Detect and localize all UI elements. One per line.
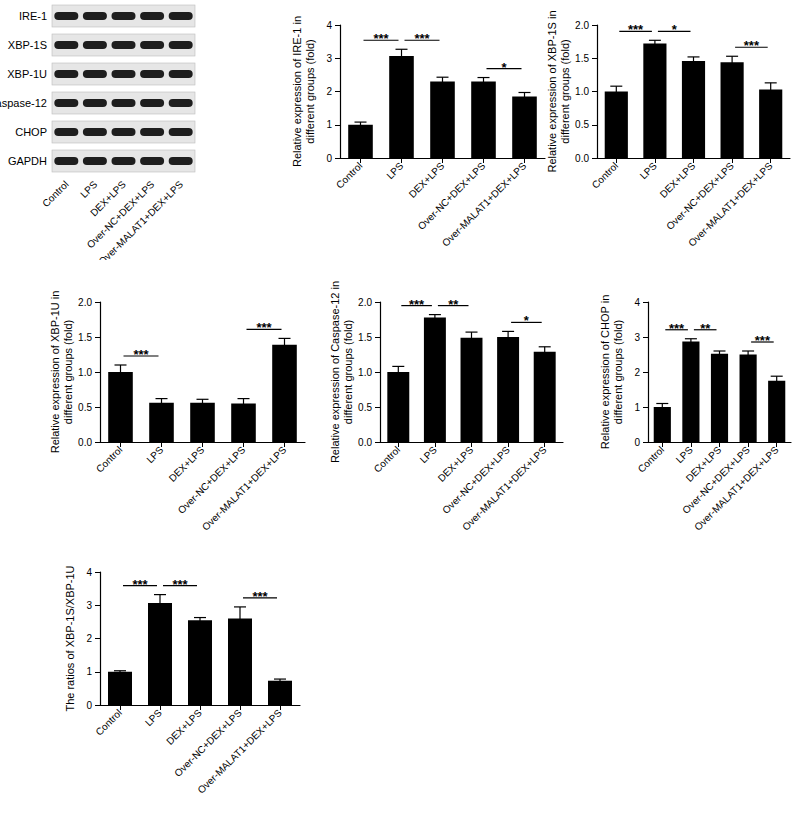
svg-text:***: *** [252, 589, 268, 604]
svg-text:XBP-1S: XBP-1S [8, 39, 47, 51]
svg-text:Relative expression of Caspase: Relative expression of Caspase-12 in [329, 281, 341, 463]
svg-text:Control: Control [372, 444, 403, 475]
svg-text:***: *** [755, 333, 771, 348]
svg-text:different groups (fold): different groups (fold) [559, 39, 571, 143]
svg-text:1.0: 1.0 [575, 86, 589, 97]
svg-text:Control: Control [94, 444, 125, 475]
svg-text:3: 3 [634, 332, 640, 343]
svg-text:0.5: 0.5 [358, 402, 372, 413]
svg-text:**: ** [700, 321, 711, 336]
svg-text:Over-NC+DEX+LPS: Over-NC+DEX+LPS [416, 160, 488, 232]
svg-text:GAPDH: GAPDH [8, 155, 47, 167]
svg-text:4: 4 [634, 297, 640, 308]
svg-text:***: *** [414, 31, 430, 46]
svg-text:0.0: 0.0 [358, 437, 372, 448]
svg-text:DEX+LPS: DEX+LPS [164, 707, 204, 747]
svg-text:LPS: LPS [418, 444, 439, 465]
svg-text:***: *** [669, 321, 685, 336]
svg-text:LPS: LPS [78, 178, 99, 199]
svg-text:The ratios of XBP-1S/XBP-1U: The ratios of XBP-1S/XBP-1U [64, 565, 76, 711]
svg-text:Over-MALAT1+DEX+LPS: Over-MALAT1+DEX+LPS [195, 707, 284, 796]
svg-text:Relative expression of XBP-1U: Relative expression of XBP-1U in [49, 291, 61, 454]
svg-text:2: 2 [86, 633, 92, 644]
svg-text:Relative expression of IRE-1 i: Relative expression of IRE-1 in [291, 16, 303, 167]
svg-text:LPS: LPS [384, 160, 405, 181]
svg-text:***: *** [409, 297, 425, 312]
svg-text:1: 1 [326, 119, 332, 130]
svg-text:0.5: 0.5 [575, 119, 589, 130]
svg-text:3: 3 [86, 600, 92, 611]
svg-text:***: *** [628, 22, 644, 37]
svg-text:LPS: LPS [638, 160, 659, 181]
svg-text:**: ** [448, 297, 459, 312]
svg-text:DEX+LPS: DEX+LPS [658, 160, 698, 200]
svg-text:Over-NC+DEX+LPS: Over-NC+DEX+LPS [176, 444, 248, 516]
svg-text:Over-MALAT1+DEX+LPS: Over-MALAT1+DEX+LPS [460, 444, 549, 533]
svg-text:***: *** [172, 577, 188, 592]
svg-text:LPS: LPS [674, 444, 695, 465]
svg-text:0.0: 0.0 [78, 437, 92, 448]
svg-text:Control: Control [590, 160, 621, 191]
svg-text:2.0: 2.0 [358, 297, 372, 308]
svg-text:***: *** [373, 31, 389, 46]
svg-text:Caspase-12: Caspase-12 [0, 97, 47, 109]
svg-text:Control: Control [40, 179, 71, 210]
svg-text:Over-NC+DEX+LPS: Over-NC+DEX+LPS [680, 444, 752, 516]
svg-text:***: *** [744, 38, 760, 53]
svg-text:different groups (fold): different groups (fold) [612, 320, 624, 424]
svg-text:*: * [672, 22, 678, 37]
svg-text:Over-MALAT1+DEX+LPS: Over-MALAT1+DEX+LPS [692, 444, 781, 533]
svg-text:DEX+LPS: DEX+LPS [167, 444, 207, 484]
svg-text:1.5: 1.5 [575, 53, 589, 64]
svg-text:0: 0 [86, 700, 92, 711]
svg-text:3: 3 [326, 53, 332, 64]
svg-text:Relative expression of CHOP in: Relative expression of CHOP in [599, 295, 611, 449]
svg-text:Over-NC+DEX+LPS: Over-NC+DEX+LPS [85, 178, 157, 250]
svg-text:1.0: 1.0 [78, 367, 92, 378]
svg-text:Over-NC+DEX+LPS: Over-NC+DEX+LPS [440, 444, 512, 516]
svg-text:1.5: 1.5 [78, 332, 92, 343]
svg-text:XBP-1U: XBP-1U [7, 68, 47, 80]
svg-text:Over-NC+DEX+LPS: Over-NC+DEX+LPS [172, 707, 244, 779]
svg-text:CHOP: CHOP [15, 126, 47, 138]
svg-text:Control: Control [636, 444, 667, 475]
svg-text:Over-MALAT1+DEX+LPS: Over-MALAT1+DEX+LPS [440, 160, 529, 249]
svg-text:2.0: 2.0 [78, 297, 92, 308]
svg-text:different groups (fold): different groups (fold) [342, 320, 354, 424]
svg-text:IRE-1: IRE-1 [19, 10, 47, 22]
svg-text:0: 0 [634, 437, 640, 448]
svg-text:Over-MALAT1+DEX+LPS: Over-MALAT1+DEX+LPS [686, 160, 775, 249]
svg-text:1: 1 [634, 402, 640, 413]
svg-text:*: * [501, 60, 507, 75]
svg-text:***: *** [256, 320, 272, 335]
svg-text:DEX+LPS: DEX+LPS [407, 160, 447, 200]
svg-text:DEX+LPS: DEX+LPS [88, 178, 128, 218]
svg-text:LPS: LPS [143, 707, 164, 728]
svg-text:1: 1 [86, 666, 92, 677]
svg-text:different groups (fold): different groups (fold) [304, 39, 316, 143]
svg-text:Control: Control [93, 707, 124, 738]
svg-text:Relative expression of XBP-1S: Relative expression of XBP-1S in [546, 10, 558, 172]
svg-text:0: 0 [326, 153, 332, 164]
svg-text:different groups (fold): different groups (fold) [62, 320, 74, 424]
svg-text:1.0: 1.0 [358, 367, 372, 378]
svg-text:LPS: LPS [144, 444, 165, 465]
svg-text:1.5: 1.5 [358, 332, 372, 343]
svg-text:Control: Control [334, 160, 365, 191]
svg-text:*: * [524, 313, 530, 328]
svg-text:2: 2 [634, 367, 640, 378]
svg-text:Over-MALAT1+DEX+LPS: Over-MALAT1+DEX+LPS [200, 444, 289, 533]
svg-text:Over-NC+DEX+LPS: Over-NC+DEX+LPS [664, 160, 736, 232]
svg-text:2: 2 [326, 86, 332, 97]
svg-text:4: 4 [86, 567, 92, 578]
svg-text:Over-MALAT1+DEX+LPS: Over-MALAT1+DEX+LPS [97, 178, 186, 260]
svg-text:***: *** [132, 577, 148, 592]
svg-text:***: *** [133, 347, 149, 362]
svg-text:0.0: 0.0 [575, 153, 589, 164]
svg-text:4: 4 [326, 20, 332, 31]
svg-text:0.5: 0.5 [78, 402, 92, 413]
svg-text:2.0: 2.0 [575, 20, 589, 31]
